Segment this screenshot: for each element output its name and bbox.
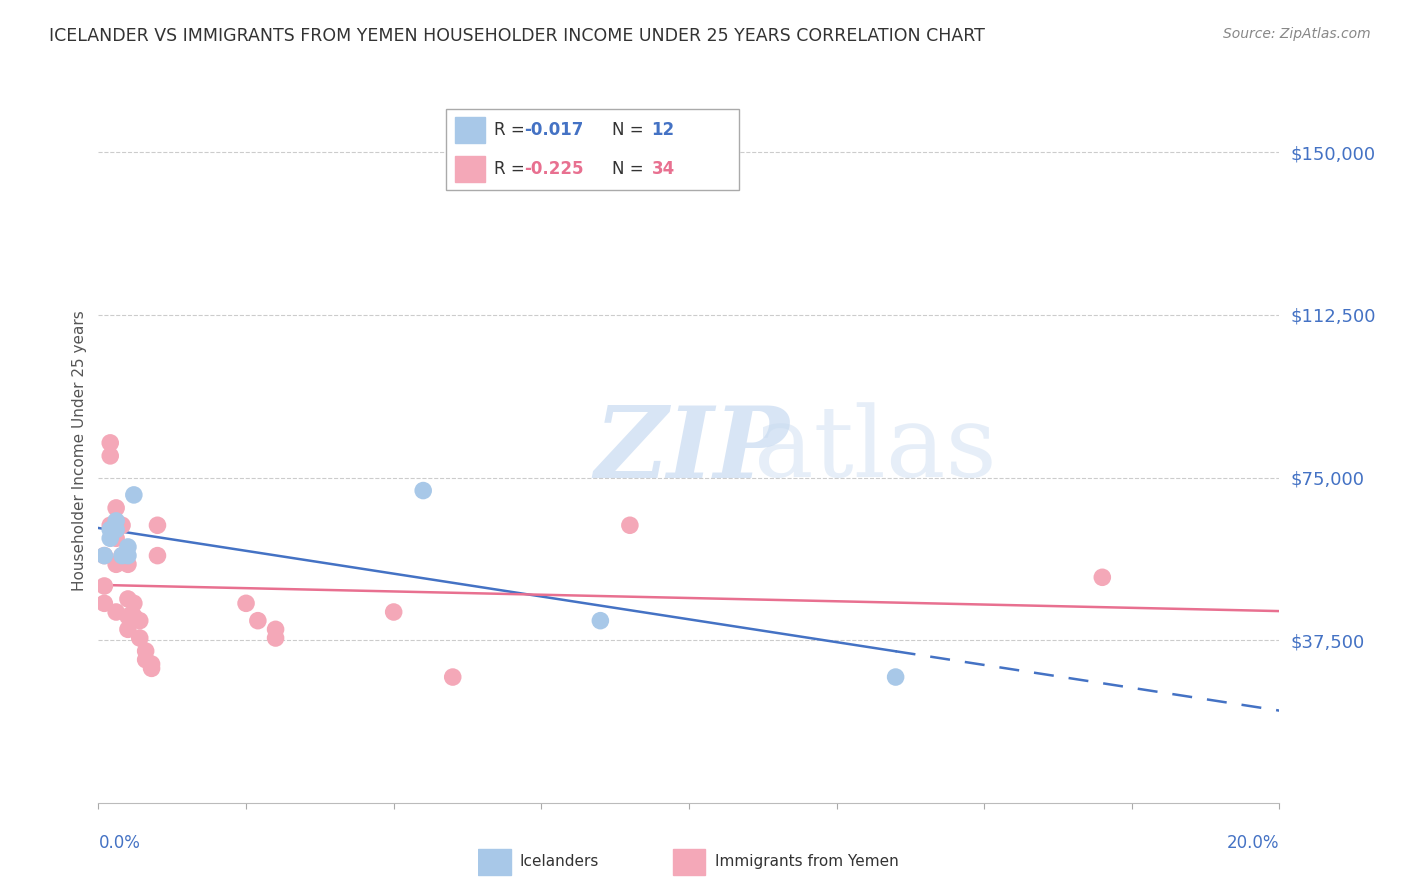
Y-axis label: Householder Income Under 25 years: Householder Income Under 25 years xyxy=(72,310,87,591)
Point xyxy=(111,518,134,533)
Point xyxy=(412,483,434,498)
Text: ZIP: ZIP xyxy=(595,402,789,499)
Point xyxy=(884,670,907,684)
Text: atlas: atlas xyxy=(754,402,997,499)
Point xyxy=(117,592,139,607)
Point xyxy=(141,661,163,675)
Point xyxy=(128,614,150,628)
Point xyxy=(98,518,121,533)
Point xyxy=(105,523,128,537)
Point xyxy=(1091,570,1114,584)
Point xyxy=(117,609,139,624)
Text: -0.017: -0.017 xyxy=(524,121,583,139)
Point xyxy=(135,644,157,658)
Text: 20.0%: 20.0% xyxy=(1227,834,1279,852)
Point xyxy=(111,549,134,563)
Point xyxy=(382,605,405,619)
Point xyxy=(111,549,134,563)
Text: ICELANDER VS IMMIGRANTS FROM YEMEN HOUSEHOLDER INCOME UNDER 25 YEARS CORRELATION: ICELANDER VS IMMIGRANTS FROM YEMEN HOUSE… xyxy=(49,27,986,45)
FancyBboxPatch shape xyxy=(446,109,740,190)
Point xyxy=(117,623,139,637)
Point xyxy=(135,653,157,667)
Point xyxy=(619,518,641,533)
Text: 12: 12 xyxy=(651,121,675,139)
Point xyxy=(589,614,612,628)
Point xyxy=(246,614,269,628)
Point xyxy=(93,596,115,610)
Point xyxy=(264,631,287,645)
Point xyxy=(117,549,139,563)
Point xyxy=(128,631,150,645)
Text: N =: N = xyxy=(612,121,650,139)
Point xyxy=(93,549,115,563)
Point xyxy=(117,558,139,572)
Point xyxy=(141,657,163,671)
Point xyxy=(235,596,257,610)
Point xyxy=(441,670,464,684)
Point xyxy=(117,540,139,554)
Point xyxy=(105,605,128,619)
Bar xyxy=(478,849,510,875)
Point xyxy=(122,488,145,502)
Point xyxy=(93,549,115,563)
Bar xyxy=(673,849,706,875)
Text: 0.0%: 0.0% xyxy=(98,834,141,852)
Point xyxy=(146,518,169,533)
Text: -0.225: -0.225 xyxy=(524,160,583,178)
Text: N =: N = xyxy=(612,160,650,178)
Text: 34: 34 xyxy=(651,160,675,178)
Bar xyxy=(456,156,485,182)
Point xyxy=(146,549,169,563)
Point xyxy=(98,523,121,537)
Point xyxy=(105,558,128,572)
Point xyxy=(98,435,121,450)
Text: Icelanders: Icelanders xyxy=(520,854,599,869)
Point xyxy=(105,500,128,515)
Text: R =: R = xyxy=(495,160,530,178)
Bar xyxy=(456,117,485,143)
Point xyxy=(98,449,121,463)
Text: Source: ZipAtlas.com: Source: ZipAtlas.com xyxy=(1223,27,1371,41)
Point xyxy=(122,596,145,610)
Point xyxy=(105,531,128,545)
Point xyxy=(105,514,128,528)
Text: Immigrants from Yemen: Immigrants from Yemen xyxy=(714,854,898,869)
Point xyxy=(122,609,145,624)
Text: R =: R = xyxy=(495,121,530,139)
Point xyxy=(264,623,287,637)
Point xyxy=(98,531,121,545)
Point xyxy=(93,579,115,593)
